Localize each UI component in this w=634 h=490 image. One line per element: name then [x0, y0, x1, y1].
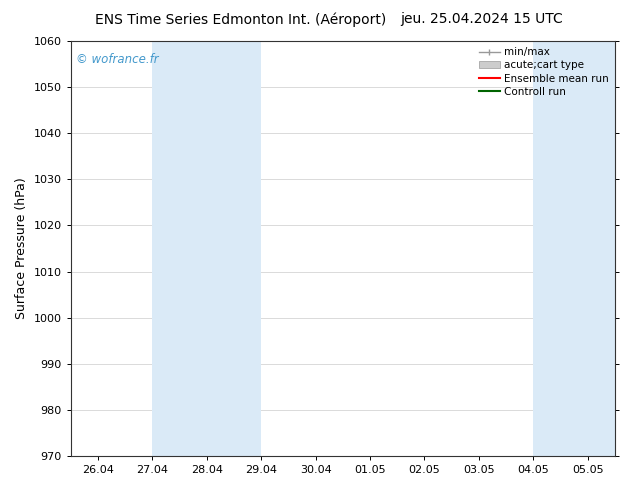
- Bar: [588, 41, 615, 456]
- Bar: [207, 41, 261, 456]
- Text: jeu. 25.04.2024 15 UTC: jeu. 25.04.2024 15 UTC: [401, 12, 563, 26]
- Legend: min/max, acute;cart type, Ensemble mean run, Controll run: min/max, acute;cart type, Ensemble mean …: [475, 43, 612, 101]
- Text: © wofrance.fr: © wofrance.fr: [76, 53, 158, 67]
- Text: ENS Time Series Edmonton Int. (Aéroport): ENS Time Series Edmonton Int. (Aéroport): [95, 12, 387, 27]
- Bar: [152, 41, 207, 456]
- Y-axis label: Surface Pressure (hPa): Surface Pressure (hPa): [15, 178, 28, 319]
- Bar: [533, 41, 588, 456]
